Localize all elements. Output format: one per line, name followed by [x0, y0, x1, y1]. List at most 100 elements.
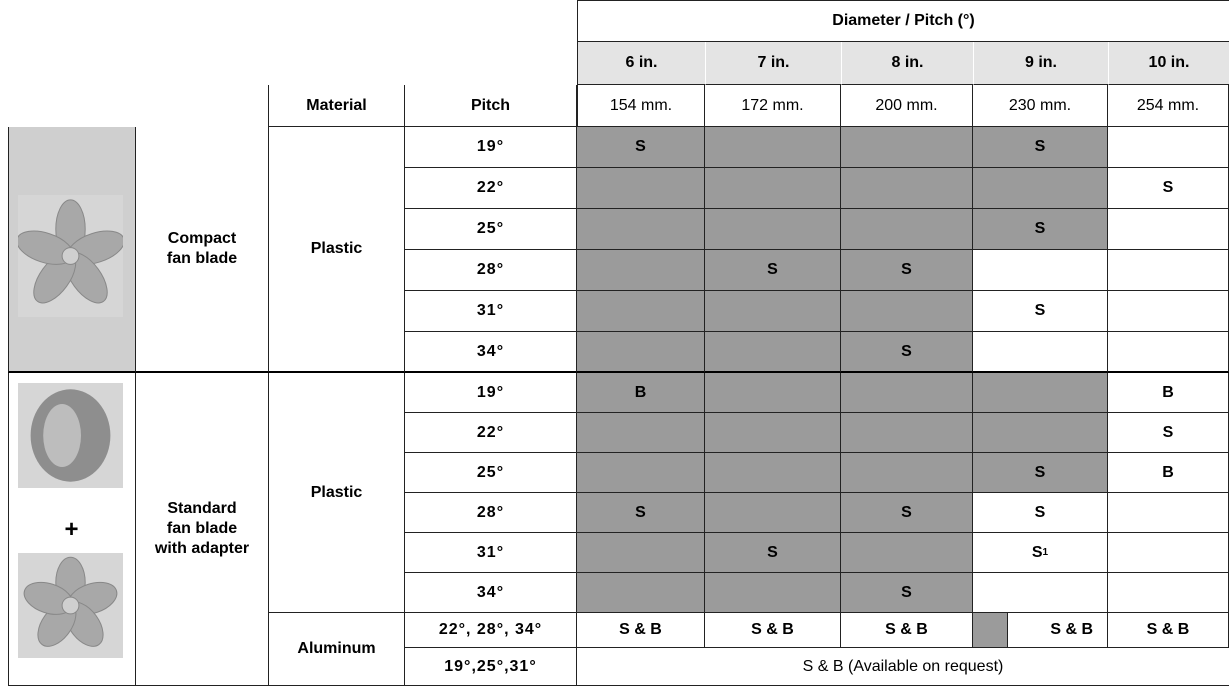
availability: S — [1035, 220, 1046, 238]
availability-cell — [577, 209, 705, 250]
availability: S & B — [1147, 621, 1190, 639]
material: Aluminum — [268, 613, 405, 686]
availability-cell: S & B — [841, 613, 973, 648]
availability: S — [1035, 302, 1046, 320]
availability: S — [767, 261, 778, 279]
mm-header: 230 mm. — [973, 85, 1108, 127]
availability: S — [1163, 424, 1174, 442]
availability-cell — [705, 493, 841, 533]
material: Plastic — [268, 127, 405, 373]
availability: B — [1162, 384, 1174, 402]
pitch: 34° — [405, 332, 577, 373]
availability-cell — [1108, 291, 1229, 332]
mm-header: 200 mm. — [841, 85, 973, 127]
pitch: 31° — [405, 533, 577, 573]
pitch: 28° — [405, 493, 577, 533]
material-header: Material — [268, 85, 405, 127]
availability: S & B — [1050, 621, 1093, 639]
mm-header: 254 mm. — [1108, 85, 1229, 127]
availability-cell — [577, 332, 705, 373]
availability-cell — [841, 127, 973, 168]
fan-image — [18, 195, 123, 317]
availability-cell — [1108, 209, 1229, 250]
fan-image — [18, 383, 123, 488]
availability-cell — [841, 168, 973, 209]
pitch-header: Pitch — [405, 85, 577, 127]
availability: B — [1162, 464, 1174, 482]
availability-cell — [705, 332, 841, 373]
pitch: 34° — [405, 573, 577, 613]
pitch: 19° — [405, 127, 577, 168]
availability-cell: S — [577, 127, 705, 168]
availability: S — [1032, 544, 1043, 562]
availability-cell — [973, 373, 1108, 413]
group-name-line: Standard — [167, 499, 236, 519]
partial-shade — [973, 613, 1008, 647]
availability-cell — [577, 250, 705, 291]
diameter-header: 8 in. — [841, 42, 973, 85]
availability-cell: S — [973, 453, 1108, 493]
availability: S — [901, 343, 912, 361]
availability: S — [767, 544, 778, 562]
availability-cell: S — [841, 332, 973, 373]
pitch: 28° — [405, 250, 577, 291]
mm-header: 154 mm. — [577, 85, 705, 127]
availability-cell: B — [1108, 453, 1229, 493]
availability-cell: S — [841, 250, 973, 291]
availability-cell — [705, 413, 841, 453]
availability: S — [1035, 504, 1046, 522]
pitch: 19°,25°,31° — [405, 648, 577, 686]
availability: S — [635, 504, 646, 522]
availability-cell: B — [577, 373, 705, 413]
availability-cell — [705, 209, 841, 250]
availability-cell — [705, 291, 841, 332]
availability-cell — [705, 573, 841, 613]
availability-cell — [1108, 533, 1229, 573]
availability-cell: S — [973, 209, 1108, 250]
availability-cell — [973, 413, 1108, 453]
availability-cell — [841, 373, 973, 413]
availability: S & B — [619, 621, 662, 639]
availability: S — [901, 504, 912, 522]
availability-cell: S — [841, 493, 973, 533]
availability-cell — [705, 127, 841, 168]
availability-cell — [1108, 493, 1229, 533]
availability: S — [901, 584, 912, 602]
fan-image — [18, 553, 123, 658]
group-name-line: with adapter — [155, 539, 249, 559]
availability-cell: S — [577, 493, 705, 533]
availability: S & B — [885, 621, 928, 639]
availability: B — [635, 384, 647, 402]
availability-cell: S — [973, 127, 1108, 168]
diameter-header: 6 in. — [577, 42, 705, 85]
diameter-header: 10 in. — [1108, 42, 1229, 85]
availability-cell — [841, 453, 973, 493]
availability-cell — [973, 250, 1108, 291]
header-title: Diameter / Pitch (°) — [577, 0, 1229, 42]
mm-header: 172 mm. — [705, 85, 841, 127]
availability-cell: B — [1108, 373, 1229, 413]
availability-cell: S — [973, 493, 1108, 533]
availability-cell — [577, 533, 705, 573]
availability-cell — [841, 533, 973, 573]
availability: S — [901, 261, 912, 279]
availability-cell — [1108, 573, 1229, 613]
footnote-mark: 1 — [1043, 547, 1049, 558]
group-name-line: fan blade — [167, 249, 237, 269]
availability: S & B — [751, 621, 794, 639]
group-name-line: fan blade — [167, 519, 237, 539]
availability-cell — [577, 291, 705, 332]
merged-cell: S & B (Available on request) — [577, 648, 1229, 686]
availability-cell — [841, 413, 973, 453]
pitch: 22°, 28°, 34° — [405, 613, 577, 648]
availability-cell: S — [1108, 413, 1229, 453]
pitch: 25° — [405, 453, 577, 493]
fan-blade-table: Diameter / Pitch (°)6 in.154 mm.7 in.172… — [0, 0, 1229, 686]
pitch: 22° — [405, 413, 577, 453]
availability-cell — [973, 332, 1108, 373]
availability-cell — [577, 168, 705, 209]
availability-cell: S — [705, 533, 841, 573]
availability-cell: S — [841, 573, 973, 613]
availability-cell — [577, 453, 705, 493]
